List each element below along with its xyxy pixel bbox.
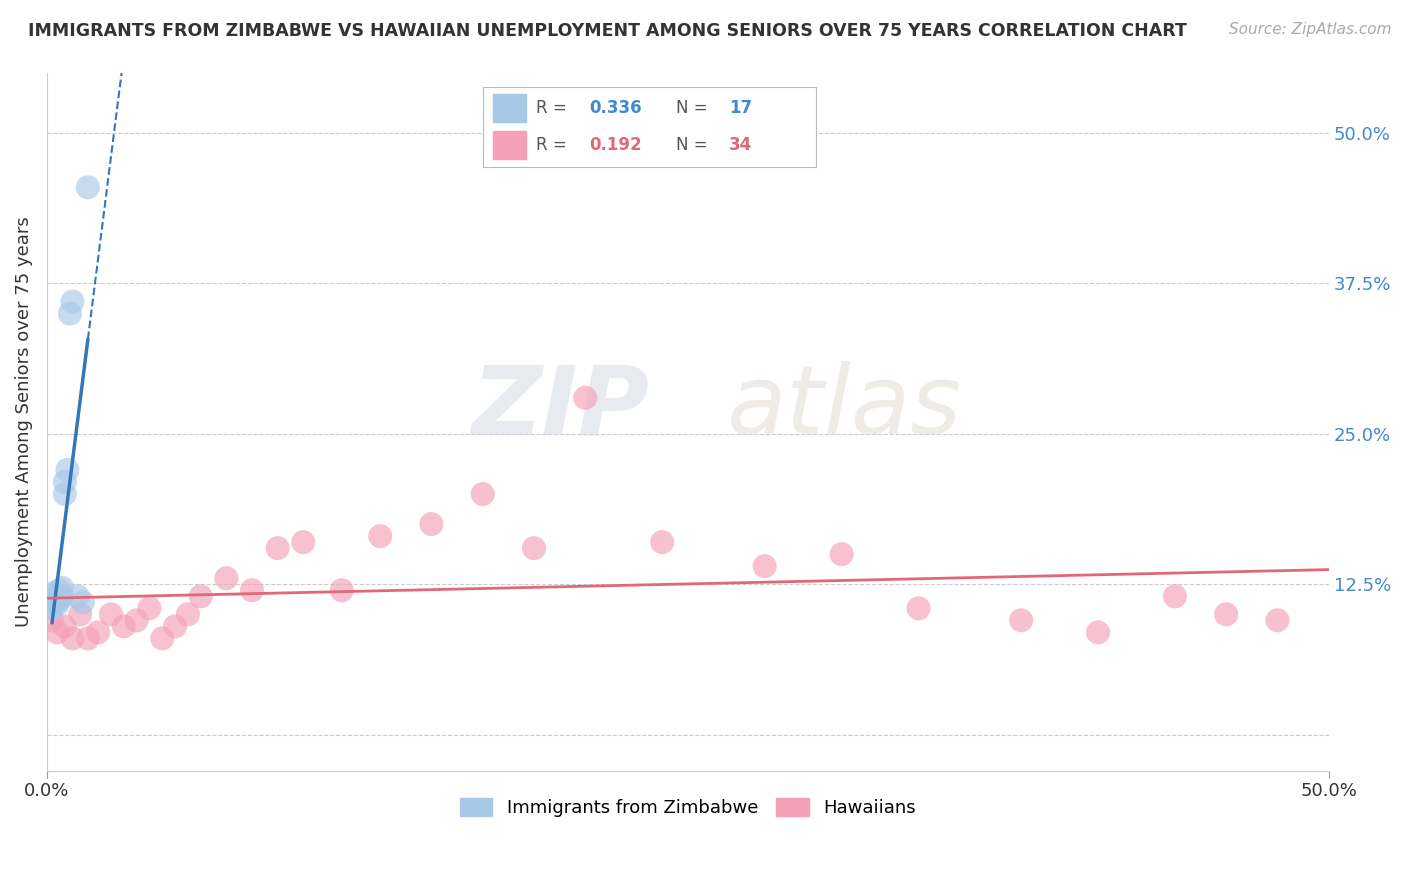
Point [59, 307, 82, 321]
Point [44, 595, 66, 609]
Point [112, 619, 135, 633]
Point [53, 619, 76, 633]
Point [46, 598, 69, 612]
Point [574, 391, 596, 405]
Point [266, 541, 288, 556]
Point [62, 294, 84, 309]
Text: Source: ZipAtlas.com: Source: ZipAtlas.com [1229, 22, 1392, 37]
Point [56, 463, 79, 477]
Point [1215, 607, 1237, 622]
Text: ZIP: ZIP [471, 361, 650, 454]
Point [41, 613, 63, 627]
Point [46, 589, 69, 603]
Point [177, 607, 200, 622]
Point [48, 593, 70, 607]
Point [292, 535, 315, 549]
Point [215, 571, 238, 585]
Point [651, 535, 673, 549]
Point [53, 475, 76, 489]
Point [1267, 613, 1289, 627]
Point [69, 607, 91, 622]
Point [150, 632, 173, 646]
Point [66, 589, 89, 603]
Point [368, 529, 391, 543]
Point [330, 583, 353, 598]
Point [754, 559, 776, 574]
Point [1164, 589, 1187, 603]
Point [87, 625, 110, 640]
Text: IMMIGRANTS FROM ZIMBABWE VS HAWAIIAN UNEMPLOYMENT AMONG SENIORS OVER 75 YEARS CO: IMMIGRANTS FROM ZIMBABWE VS HAWAIIAN UNE… [28, 22, 1187, 40]
Legend: Immigrants from Zimbabwe, Hawaiians: Immigrants from Zimbabwe, Hawaiians [453, 790, 922, 824]
Point [46, 625, 69, 640]
Point [53, 487, 76, 501]
Point [1010, 613, 1032, 627]
Point [138, 601, 160, 615]
Point [523, 541, 546, 556]
Point [1087, 625, 1109, 640]
Y-axis label: Unemployment Among Seniors over 75 years: Unemployment Among Seniors over 75 years [15, 217, 32, 627]
Point [190, 589, 212, 603]
Point [907, 601, 929, 615]
Point [62, 632, 84, 646]
Point [165, 619, 187, 633]
Point [51, 589, 73, 603]
Point [51, 581, 73, 595]
Point [77, 632, 100, 646]
Point [420, 517, 443, 532]
Point [125, 613, 148, 627]
Point [240, 583, 263, 598]
Text: atlas: atlas [727, 361, 962, 454]
Point [48, 583, 70, 598]
Point [77, 180, 100, 194]
Point [41, 601, 63, 615]
Point [471, 487, 494, 501]
Point [831, 547, 853, 561]
Point [72, 595, 94, 609]
Point [44, 585, 66, 599]
Point [100, 607, 122, 622]
